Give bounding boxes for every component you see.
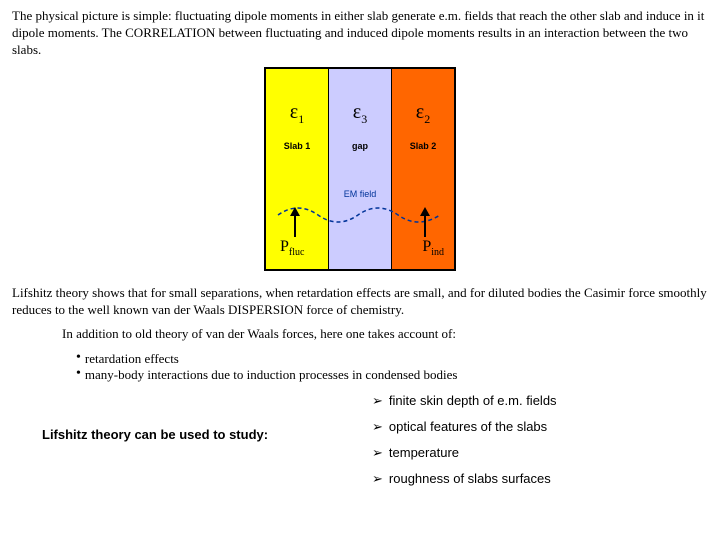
em-field-label: EM field — [344, 189, 377, 199]
chevron-icon: ➢ — [372, 393, 383, 409]
study-section: Lifshitz theory can be used to study: ➢ … — [12, 393, 708, 487]
bullet-retardation: • retardation effects — [76, 351, 708, 367]
study-point-text: optical features of the slabs — [389, 419, 547, 435]
chevron-icon: ➢ — [372, 471, 383, 487]
epsilon-1: ε1 — [290, 101, 304, 127]
epsilon-3: ε3 — [353, 101, 367, 127]
gap-region: ε3 gap EM field — [328, 69, 391, 269]
study-point-temperature: ➢ temperature — [372, 445, 557, 461]
epsilon-2: ε2 — [416, 101, 430, 127]
study-point-roughness: ➢ roughness of slabs surfaces — [372, 471, 557, 487]
study-point-optical: ➢ optical features of the slabs — [372, 419, 557, 435]
gap-label: gap — [352, 141, 368, 151]
lifshitz-paragraph: Lifshitz theory shows that for small sep… — [12, 285, 708, 319]
study-points: ➢ finite skin depth of e.m. fields ➢ opt… — [372, 393, 557, 487]
diagram-container: ε1 Slab 1 ε3 gap EM field ε2 Slab 2 — [12, 67, 708, 271]
arrow-ind-icon — [418, 207, 432, 237]
bullet-text: many-body interactions due to induction … — [85, 367, 458, 383]
bullet-icon: • — [76, 351, 81, 365]
bullet-text: retardation effects — [85, 351, 179, 367]
p-ind-label: Pind — [422, 238, 444, 258]
slab-diagram: ε1 Slab 1 ε3 gap EM field ε2 Slab 2 — [264, 67, 456, 271]
bullets-block: • retardation effects • many-body intera… — [76, 351, 708, 383]
addition-line: In addition to old theory of van der Waa… — [62, 326, 708, 343]
study-point-text: roughness of slabs surfaces — [389, 471, 551, 487]
arrow-fluc-icon — [288, 207, 302, 237]
study-point-text: finite skin depth of e.m. fields — [389, 393, 557, 409]
study-point-skin-depth: ➢ finite skin depth of e.m. fields — [372, 393, 557, 409]
bullet-many-body: • many-body interactions due to inductio… — [76, 367, 708, 383]
slab-1-label: Slab 1 — [284, 141, 311, 151]
study-heading: Lifshitz theory can be used to study: — [12, 393, 372, 487]
study-point-text: temperature — [389, 445, 459, 461]
intro-paragraph: The physical picture is simple: fluctuat… — [12, 8, 708, 59]
chevron-icon: ➢ — [372, 419, 383, 435]
p-fluc-label: Pfluc — [280, 238, 304, 258]
chevron-icon: ➢ — [372, 445, 383, 461]
slab-2-label: Slab 2 — [410, 141, 437, 151]
bullet-icon: • — [76, 367, 81, 381]
